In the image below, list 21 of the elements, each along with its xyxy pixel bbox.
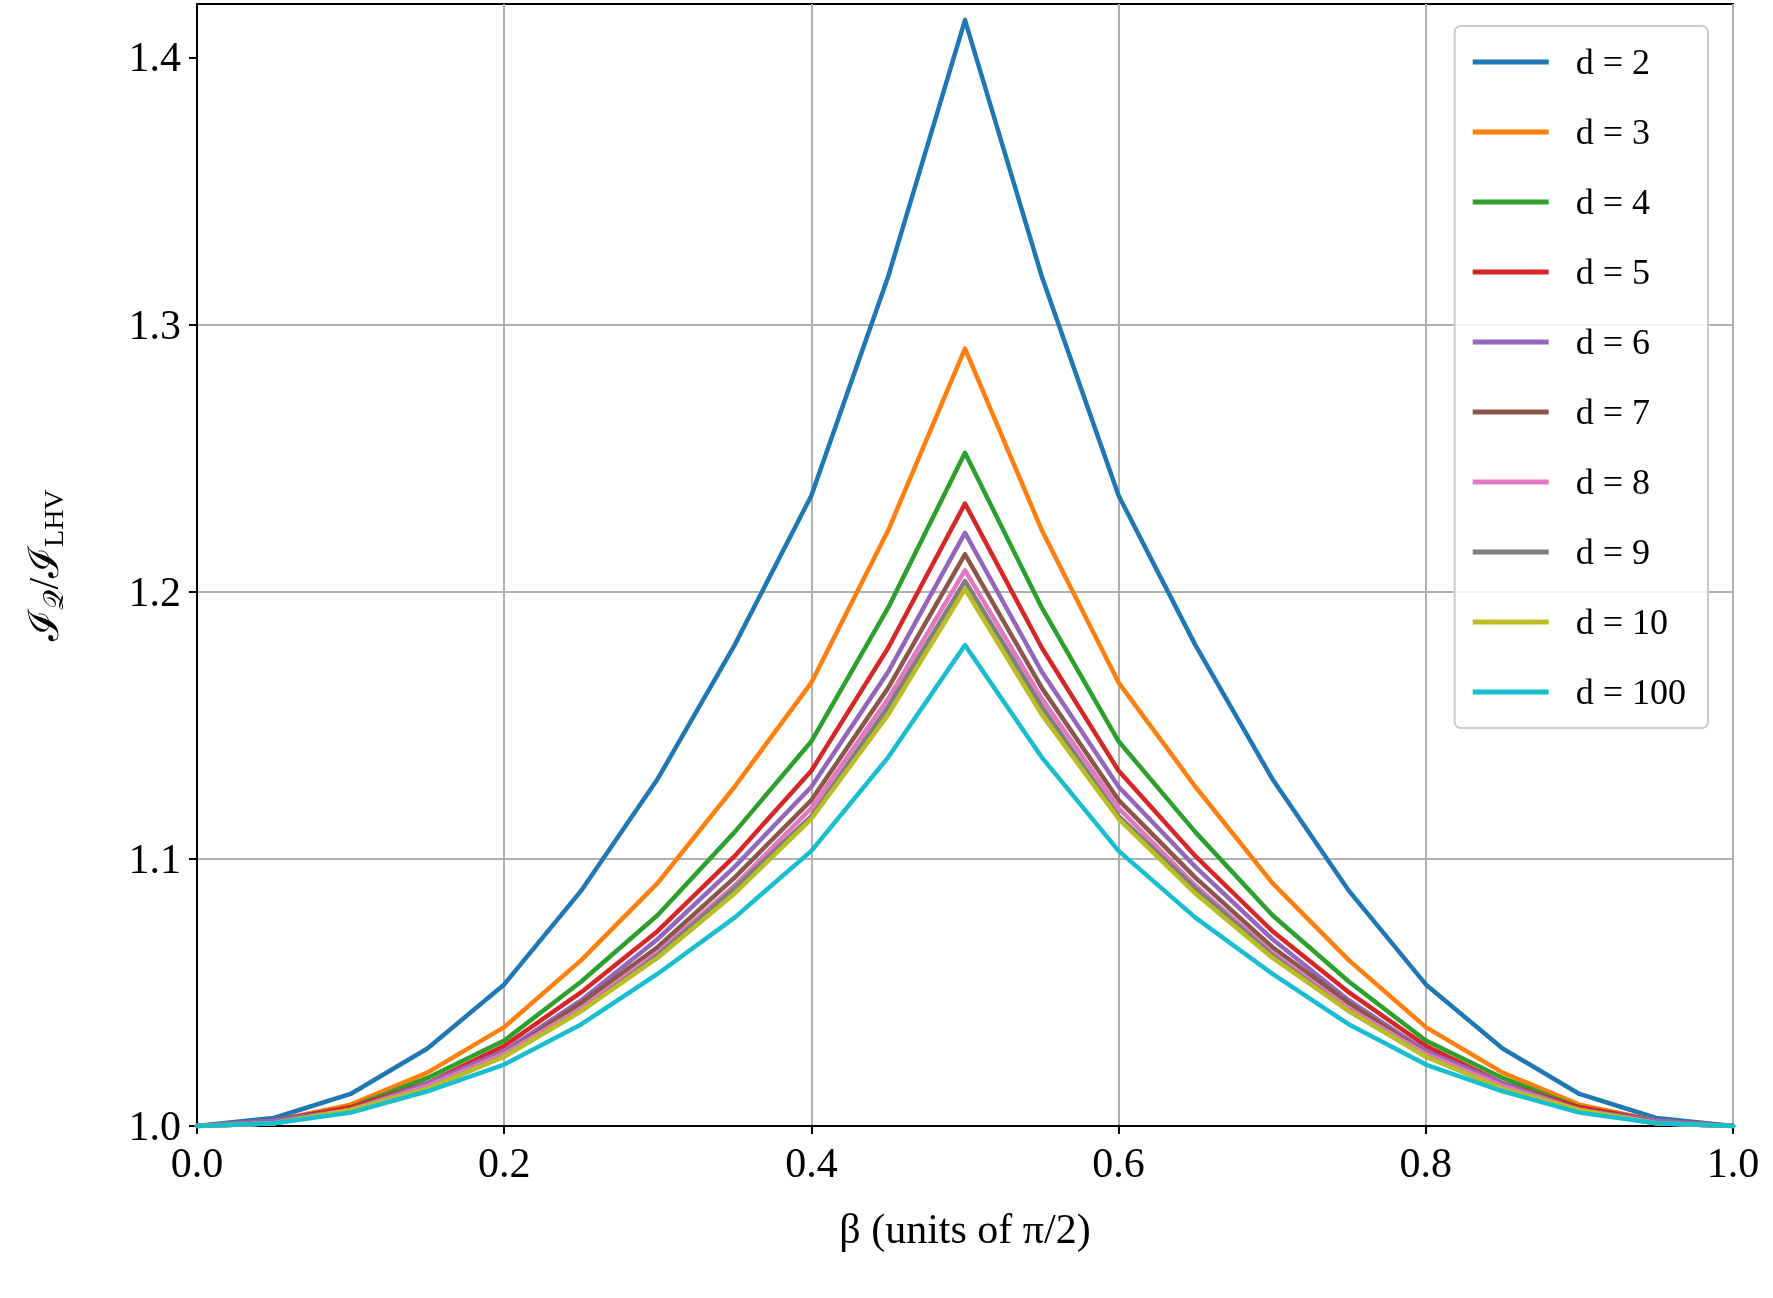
x-tick-label: 0.2 xyxy=(477,1140,531,1186)
legend-label: d = 6 xyxy=(1575,322,1651,362)
x-axis-title: β (units of π/2) xyxy=(839,1206,1091,1253)
legend-label: d = 4 xyxy=(1575,182,1651,222)
legend-label: d = 7 xyxy=(1575,392,1651,432)
x-tick-label: 0.4 xyxy=(785,1140,838,1186)
legend-label: d = 9 xyxy=(1575,532,1651,572)
legend-label: d = 5 xyxy=(1575,252,1651,292)
y-tick-label: 1.2 xyxy=(128,568,181,615)
x-tick-label: 1.0 xyxy=(1706,1140,1760,1186)
y-tick-label: 1.1 xyxy=(128,835,181,882)
y-tick-label: 1.3 xyxy=(128,301,181,348)
legend-label: d = 8 xyxy=(1575,462,1651,502)
legend-label: d = 2 xyxy=(1575,42,1651,82)
y-axis-title: ℐ𝒬/ℐLHV xyxy=(21,489,69,642)
x-tick-label: 0.8 xyxy=(1399,1140,1453,1186)
y-tick-label: 1.4 xyxy=(128,34,181,81)
legend-label: d = 100 xyxy=(1575,672,1687,712)
x-tick-label: 0.6 xyxy=(1092,1140,1145,1186)
legend-label: d = 3 xyxy=(1575,112,1651,152)
legend-label: d = 10 xyxy=(1575,602,1669,642)
